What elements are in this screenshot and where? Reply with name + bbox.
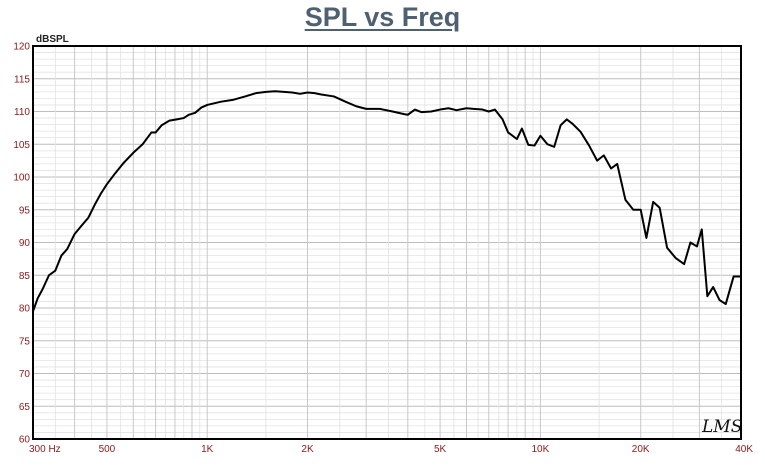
y-tick-label: 110 bbox=[14, 107, 30, 118]
lms-logo: LMS bbox=[701, 417, 742, 437]
x-tick-label: 20K bbox=[632, 444, 650, 455]
x-tick-label: 300 Hz bbox=[29, 444, 61, 455]
y-tick-label: 100 bbox=[13, 173, 30, 184]
y-tick-label: 65 bbox=[19, 402, 31, 413]
y-tick-label: 120 bbox=[13, 42, 30, 53]
y-tick-label: 90 bbox=[19, 238, 31, 249]
x-tick-label: 10K bbox=[532, 444, 550, 455]
y-axis-label: dBSPL bbox=[36, 34, 69, 45]
plot-frame bbox=[32, 45, 742, 440]
y-tick-label: 60 bbox=[19, 435, 31, 446]
y-tick-label: 70 bbox=[19, 369, 31, 380]
spl-curve bbox=[32, 90, 741, 312]
y-tick-label: 75 bbox=[19, 336, 31, 347]
y-tick-label: 80 bbox=[19, 304, 31, 315]
grid-lines bbox=[32, 45, 742, 440]
x-tick-label: 40K bbox=[735, 444, 753, 455]
y-tick-label: 85 bbox=[19, 271, 31, 282]
chart-title: SPL vs Freq bbox=[304, 2, 461, 32]
x-tick-label: 500 bbox=[99, 444, 116, 455]
y-tick-label: 105 bbox=[13, 140, 30, 151]
y-tick-label: 115 bbox=[14, 74, 30, 85]
y-tick-label: 95 bbox=[19, 205, 31, 216]
x-tick-label: 5K bbox=[434, 444, 447, 455]
x-tick-labels: 300 Hz 500 1K 2K 5K 10K 20K 40K bbox=[29, 444, 753, 455]
x-tick-label: 1K bbox=[201, 444, 214, 455]
y-tick-labels: 60 65 70 75 80 85 90 95 100 105 110 115 120 bbox=[13, 42, 30, 446]
x-tick-label: 2K bbox=[301, 444, 314, 455]
